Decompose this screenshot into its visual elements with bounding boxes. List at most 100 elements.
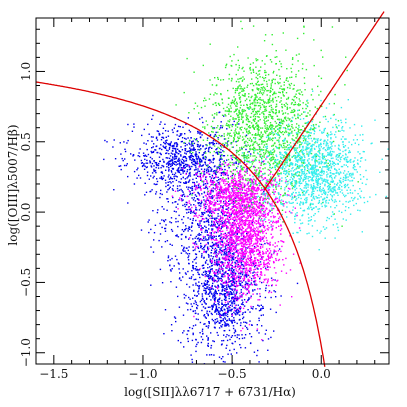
data-point <box>183 216 185 218</box>
data-point <box>269 169 271 171</box>
data-point <box>262 236 265 239</box>
data-point <box>237 214 239 217</box>
data-point <box>212 238 214 241</box>
data-point <box>242 88 244 90</box>
data-point <box>219 157 222 159</box>
data-point <box>251 224 254 226</box>
data-point <box>220 247 222 249</box>
data-point <box>241 219 243 221</box>
data-point <box>224 282 226 284</box>
data-point <box>226 197 228 199</box>
data-point <box>240 229 243 231</box>
data-point <box>167 260 169 262</box>
data-point <box>242 255 244 257</box>
data-point <box>217 215 219 217</box>
data-point <box>195 152 197 155</box>
data-point <box>233 306 236 309</box>
data-point <box>182 126 184 128</box>
data-point <box>247 212 250 214</box>
data-point <box>223 188 225 190</box>
data-point <box>185 153 187 155</box>
data-point <box>223 315 225 317</box>
data-point <box>164 130 167 132</box>
data-point <box>255 203 258 206</box>
data-point <box>182 176 184 179</box>
data-point <box>204 284 207 286</box>
data-point <box>183 160 185 163</box>
data-point <box>247 187 250 189</box>
data-point <box>155 166 157 169</box>
data-point <box>244 245 246 248</box>
data-point <box>207 166 209 169</box>
data-point <box>208 205 210 207</box>
data-point <box>250 242 252 244</box>
data-point <box>240 207 243 209</box>
data-point <box>256 192 259 195</box>
data-point <box>207 338 209 340</box>
data-point <box>204 225 206 227</box>
data-point <box>238 272 240 275</box>
data-point <box>249 107 252 109</box>
data-point <box>247 241 249 243</box>
data-point <box>140 159 143 162</box>
data-point <box>257 265 259 267</box>
data-point <box>249 258 252 260</box>
data-point <box>240 249 242 251</box>
data-point <box>249 206 251 209</box>
data-point <box>200 161 203 163</box>
data-point <box>259 211 262 213</box>
data-point <box>154 149 156 151</box>
data-point <box>223 258 225 260</box>
data-point <box>169 143 171 146</box>
data-point <box>236 276 238 279</box>
data-point <box>148 133 150 135</box>
data-point <box>252 218 254 220</box>
data-point <box>247 226 249 228</box>
data-point <box>243 199 245 201</box>
data-point <box>206 168 208 170</box>
data-point <box>229 240 231 242</box>
data-point <box>260 136 262 138</box>
data-point <box>250 226 252 228</box>
data-point <box>204 307 206 310</box>
data-point <box>232 253 235 255</box>
data-point <box>208 322 210 325</box>
data-point <box>194 310 196 312</box>
data-point <box>264 186 266 188</box>
data-point <box>228 191 230 193</box>
data-point <box>196 158 198 160</box>
data-point <box>223 321 226 323</box>
data-point <box>265 188 267 190</box>
data-point <box>249 190 252 192</box>
data-point <box>239 162 241 164</box>
data-point <box>278 185 280 187</box>
data-point <box>244 195 247 197</box>
data-point <box>239 189 241 191</box>
data-point <box>218 169 221 171</box>
data-point <box>250 208 252 211</box>
data-point <box>230 196 232 198</box>
data-point <box>259 175 261 177</box>
data-point <box>210 210 212 212</box>
data-point <box>158 156 161 158</box>
data-point <box>241 281 243 284</box>
data-point <box>291 296 293 298</box>
data-point <box>214 239 216 241</box>
data-point <box>265 258 268 260</box>
data-point <box>231 280 233 283</box>
data-point <box>247 287 249 289</box>
data-point <box>217 176 219 179</box>
data-point <box>230 336 233 338</box>
data-point <box>200 336 203 338</box>
data-point <box>222 212 225 215</box>
data-point <box>274 198 277 200</box>
data-point <box>226 265 228 267</box>
data-point <box>186 212 188 214</box>
data-point <box>249 198 252 201</box>
data-point <box>233 196 236 199</box>
data-point <box>265 259 267 261</box>
data-point <box>127 123 129 126</box>
data-point <box>252 102 254 104</box>
data-point <box>246 194 249 196</box>
